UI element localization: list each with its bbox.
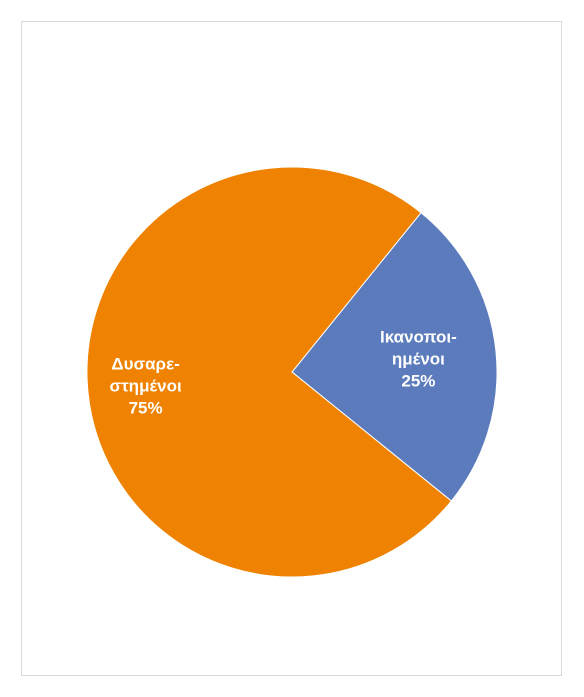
pie-slice-2 bbox=[86, 166, 453, 578]
slice-label-1-line-3: 25% bbox=[401, 372, 435, 391]
pie-slice-1 bbox=[291, 211, 498, 502]
slice-label-2-line-1: Δυσαρε- bbox=[111, 354, 179, 373]
slice-label-2-line-3: 75% bbox=[129, 398, 163, 417]
slice-label-2-line-2: στημένοι bbox=[109, 376, 182, 395]
pie-slices bbox=[86, 166, 498, 578]
slice-label-1-line-2: ημένοι bbox=[392, 350, 445, 369]
pie-labels: Ικανοποι-ημένοι 25% Δυσαρε-στημένοι 75% bbox=[109, 328, 456, 418]
slice-label-1-line-1: Ικανοποι- bbox=[380, 328, 457, 347]
